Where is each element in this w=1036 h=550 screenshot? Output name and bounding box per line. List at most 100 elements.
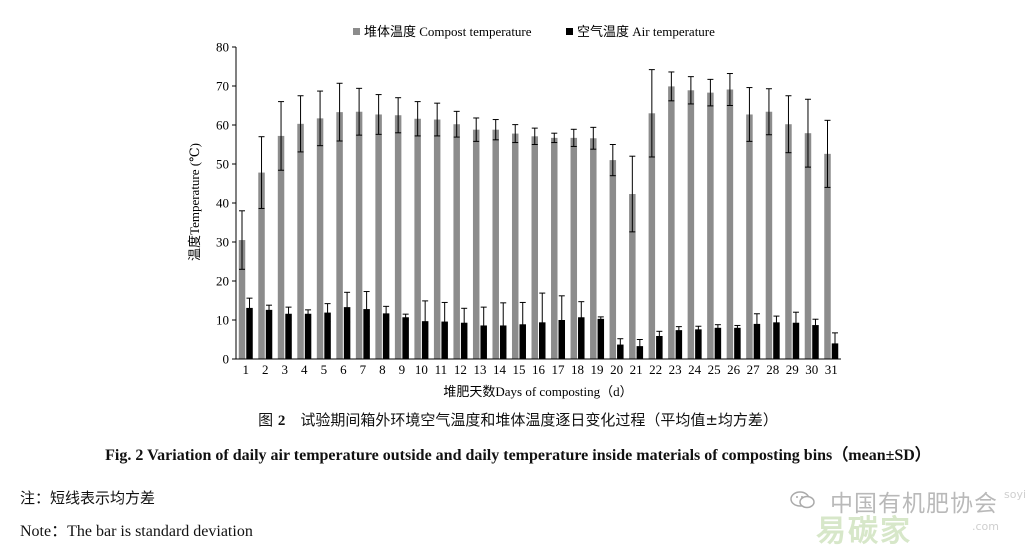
x-tick-label: 1 xyxy=(243,362,250,377)
compost-bar xyxy=(355,111,363,360)
x-tick-label: 7 xyxy=(360,362,367,377)
compost-bar xyxy=(238,240,246,359)
x-tick-label: 11 xyxy=(435,362,448,377)
x-tick-label: 21 xyxy=(630,362,643,377)
figure-caption-cn: 图 2 试验期间箱外环境空气温度和堆体温度逐日变化过程（平均值±均方差） xyxy=(0,409,1036,430)
x-axis-ticks: 1 2 3 4 5 6 7 8 9 10 11 12 13 14 15 16 17 18 19 20 21 22 23 24 2… xyxy=(243,362,838,377)
chart: 堆体温度 Compost temperature 空气温度 Air temper… xyxy=(187,24,841,399)
compost-bar xyxy=(394,115,402,359)
x-tick-label: 23 xyxy=(669,362,682,377)
air-bar xyxy=(675,330,683,359)
x-axis-label: 堆肥天数Days of composting（d） xyxy=(443,384,632,399)
compost-bar xyxy=(804,133,812,359)
compost-bar xyxy=(433,119,441,359)
caption-cn-text: 试验期间箱外环境空气温度和堆体温度逐日变化过程（平均值±均方差） xyxy=(285,411,778,429)
watermark-cn: 中国有机肥协会 xyxy=(830,491,998,517)
air-bar xyxy=(363,309,370,359)
legend-label-air: 空气温度 Air temperature xyxy=(577,24,715,39)
x-tick-label: 31 xyxy=(825,362,838,377)
x-tick-label: 25 xyxy=(708,362,721,377)
y-axis-ticks: 0 10 20 30 40 50 60 70 80 xyxy=(216,40,236,367)
compost-bar xyxy=(375,114,382,359)
legend: 堆体温度 Compost temperature 空气温度 Air temper… xyxy=(353,24,715,39)
compost-bar xyxy=(629,194,636,359)
compost-bar xyxy=(648,113,656,359)
compost-bar xyxy=(531,136,538,359)
x-tick-label: 6 xyxy=(340,362,347,377)
compost-bar xyxy=(570,137,578,359)
y-tick-label: 30 xyxy=(216,235,229,250)
x-tick-label: 27 xyxy=(747,362,761,377)
air-bar xyxy=(285,313,292,359)
legend-swatch-air xyxy=(566,28,573,35)
x-tick-label: 17 xyxy=(552,362,566,377)
compost-bar xyxy=(277,135,285,359)
air-bar xyxy=(714,327,722,359)
compost-bar xyxy=(726,89,734,359)
compost-bar xyxy=(746,114,753,359)
wechat-icon xyxy=(790,491,815,509)
figure-caption-en: Fig. 2 Variation of daily air temperatur… xyxy=(105,447,931,464)
x-tick-label: 13 xyxy=(473,362,486,377)
air-bar xyxy=(460,322,468,359)
y-tick-label: 60 xyxy=(216,118,229,133)
air-bar xyxy=(597,318,605,359)
x-tick-label: 28 xyxy=(766,362,779,377)
compost-bar xyxy=(765,111,773,360)
x-tick-label: 12 xyxy=(454,362,467,377)
x-tick-label: 18 xyxy=(571,362,584,377)
air-bar xyxy=(656,335,663,359)
compost-bar xyxy=(609,160,617,359)
air-bar xyxy=(792,322,800,359)
air-bar xyxy=(773,322,780,359)
air-bar xyxy=(695,329,702,359)
y-tick-label: 50 xyxy=(216,157,229,172)
compost-bar xyxy=(824,153,831,359)
x-tick-label: 30 xyxy=(805,362,818,377)
x-tick-label: 26 xyxy=(727,362,741,377)
compost-bar xyxy=(297,123,304,359)
compost-bar xyxy=(707,92,714,359)
air-bar xyxy=(265,309,273,359)
y-tick-label: 10 xyxy=(216,313,229,328)
air-bar xyxy=(812,325,819,359)
x-tick-label: 5 xyxy=(321,362,328,377)
air-bar xyxy=(753,323,761,359)
compost-bar xyxy=(472,129,480,359)
note-cn: 注：短线表示均方差 xyxy=(20,489,156,507)
x-tick-label: 8 xyxy=(379,362,386,377)
y-tick-label: 20 xyxy=(216,274,229,289)
y-axis-label: 温度Temperature (℃) xyxy=(187,143,202,261)
compost-bar xyxy=(258,172,265,359)
compost-bar xyxy=(687,90,695,359)
air-bar xyxy=(246,307,253,359)
air-bar xyxy=(734,327,741,359)
compost-bar xyxy=(511,133,519,359)
watermark-com: .com xyxy=(972,520,999,533)
y-tick-label: 70 xyxy=(216,79,229,94)
air-bar xyxy=(343,307,351,359)
compost-bar xyxy=(551,137,558,359)
caption-cn-prefix: 图 xyxy=(258,411,278,429)
x-tick-label: 14 xyxy=(493,362,507,377)
air-bar xyxy=(324,312,331,359)
watermark-logo: 易碳家 xyxy=(816,514,912,549)
x-tick-label: 10 xyxy=(415,362,428,377)
x-tick-label: 9 xyxy=(399,362,406,377)
air-bar xyxy=(382,313,390,359)
air-bar xyxy=(617,344,624,359)
air-bar xyxy=(402,317,409,359)
x-tick-label: 15 xyxy=(512,362,525,377)
y-tick-label: 0 xyxy=(223,352,230,367)
compost-bar xyxy=(668,86,675,359)
compost-bar xyxy=(336,112,343,359)
caption-cn-number: 2 xyxy=(277,413,286,429)
x-tick-label: 20 xyxy=(610,362,623,377)
compost-bar xyxy=(453,124,460,359)
air-bar xyxy=(578,317,585,359)
x-tick-label: 2 xyxy=(262,362,269,377)
compost-bar xyxy=(590,138,597,359)
x-tick-label: 4 xyxy=(301,362,308,377)
legend-label-compost: 堆体温度 Compost temperature xyxy=(364,24,532,39)
compost-bar xyxy=(492,129,499,359)
